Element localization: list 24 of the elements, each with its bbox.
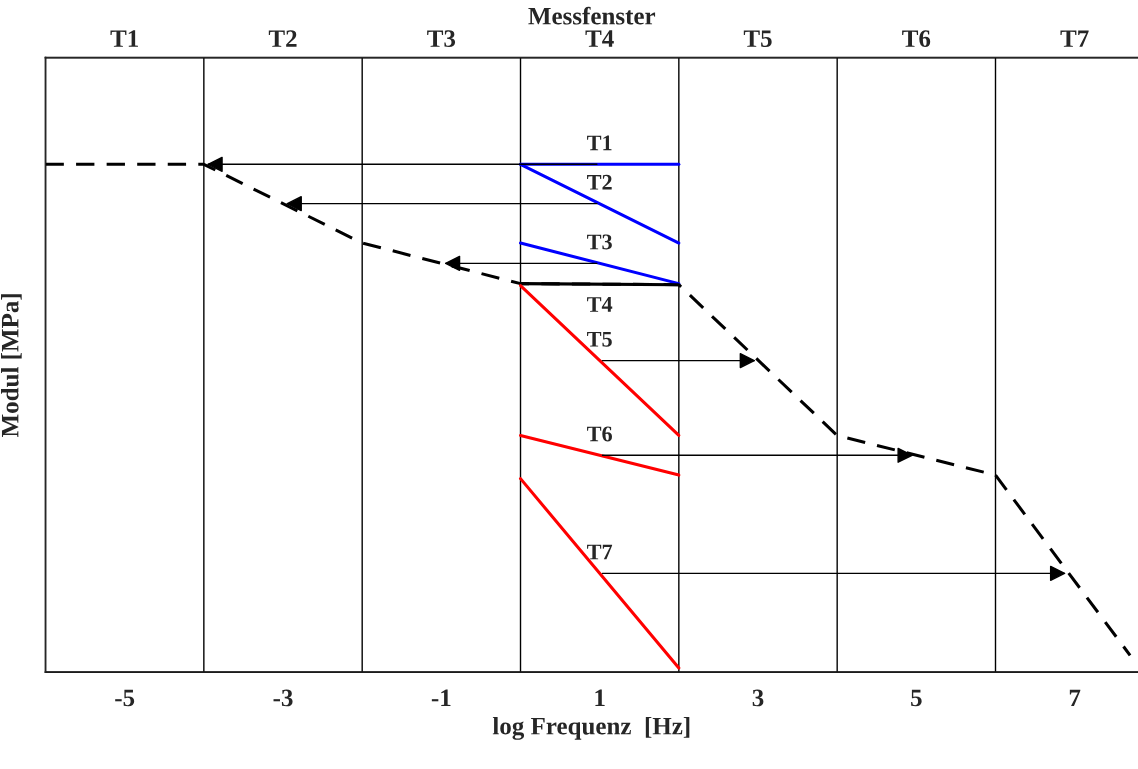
x-axis-title: log Frequenz [Hz] [492, 717, 690, 740]
x-tick-label: 7 [1069, 689, 1081, 707]
x-tick-label: 3 [752, 689, 764, 707]
series-label: T3 [587, 234, 612, 250]
x-tick-label: 5 [911, 689, 922, 707]
text: T1 [110, 30, 138, 47]
x-tick-label: -3 [273, 689, 293, 707]
series-label: T2 [587, 174, 612, 190]
series-label: T4 [587, 297, 613, 312]
text: T3 [427, 30, 456, 48]
x2-axis-title: Messfenster [528, 6, 656, 25]
series-label: T5 [587, 331, 612, 347]
x-tick-label: -1 [431, 689, 451, 707]
text: T4 [585, 30, 614, 47]
x-tick-label: -5 [115, 689, 135, 707]
text: T2 [268, 30, 297, 47]
text: T5 [743, 30, 772, 48]
series-label: T7 [587, 544, 613, 560]
series-label: T6 [587, 426, 612, 442]
x-tick-label: 1 [595, 689, 605, 707]
y-axis-title: Modul [MPa] [1, 294, 22, 438]
text: T7 [1060, 30, 1089, 47]
text: T6 [902, 30, 931, 48]
series-label: T1 [587, 135, 612, 151]
